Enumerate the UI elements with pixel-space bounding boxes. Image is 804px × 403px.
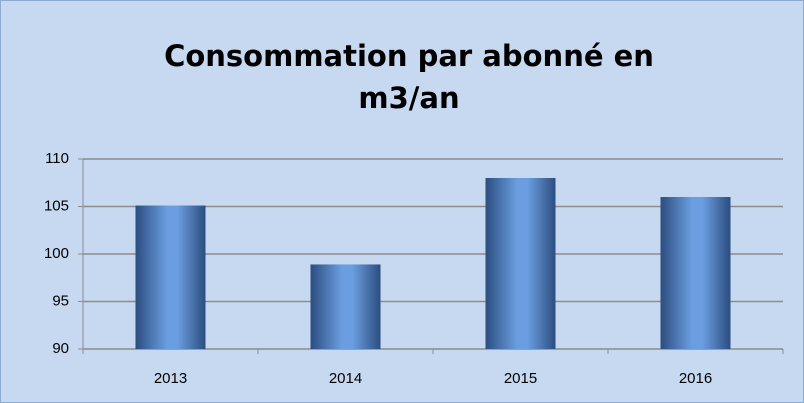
bar [660, 197, 731, 349]
bar [310, 264, 381, 349]
x-tick-label: 2013 [154, 370, 187, 387]
y-tick-label: 110 [45, 150, 69, 167]
y-tick-label: 90 [52, 340, 69, 357]
bar [485, 178, 556, 349]
chart-title: Consommation par abonné en m3/an [164, 39, 654, 115]
x-tick-label: 2016 [679, 370, 712, 387]
x-tick-label: 2015 [504, 370, 537, 387]
y-tick-label: 95 [52, 292, 69, 309]
bar [135, 205, 206, 349]
x-tick-label: 2014 [329, 370, 362, 387]
y-tick-label: 105 [44, 197, 69, 214]
y-tick-label: 100 [44, 245, 69, 262]
